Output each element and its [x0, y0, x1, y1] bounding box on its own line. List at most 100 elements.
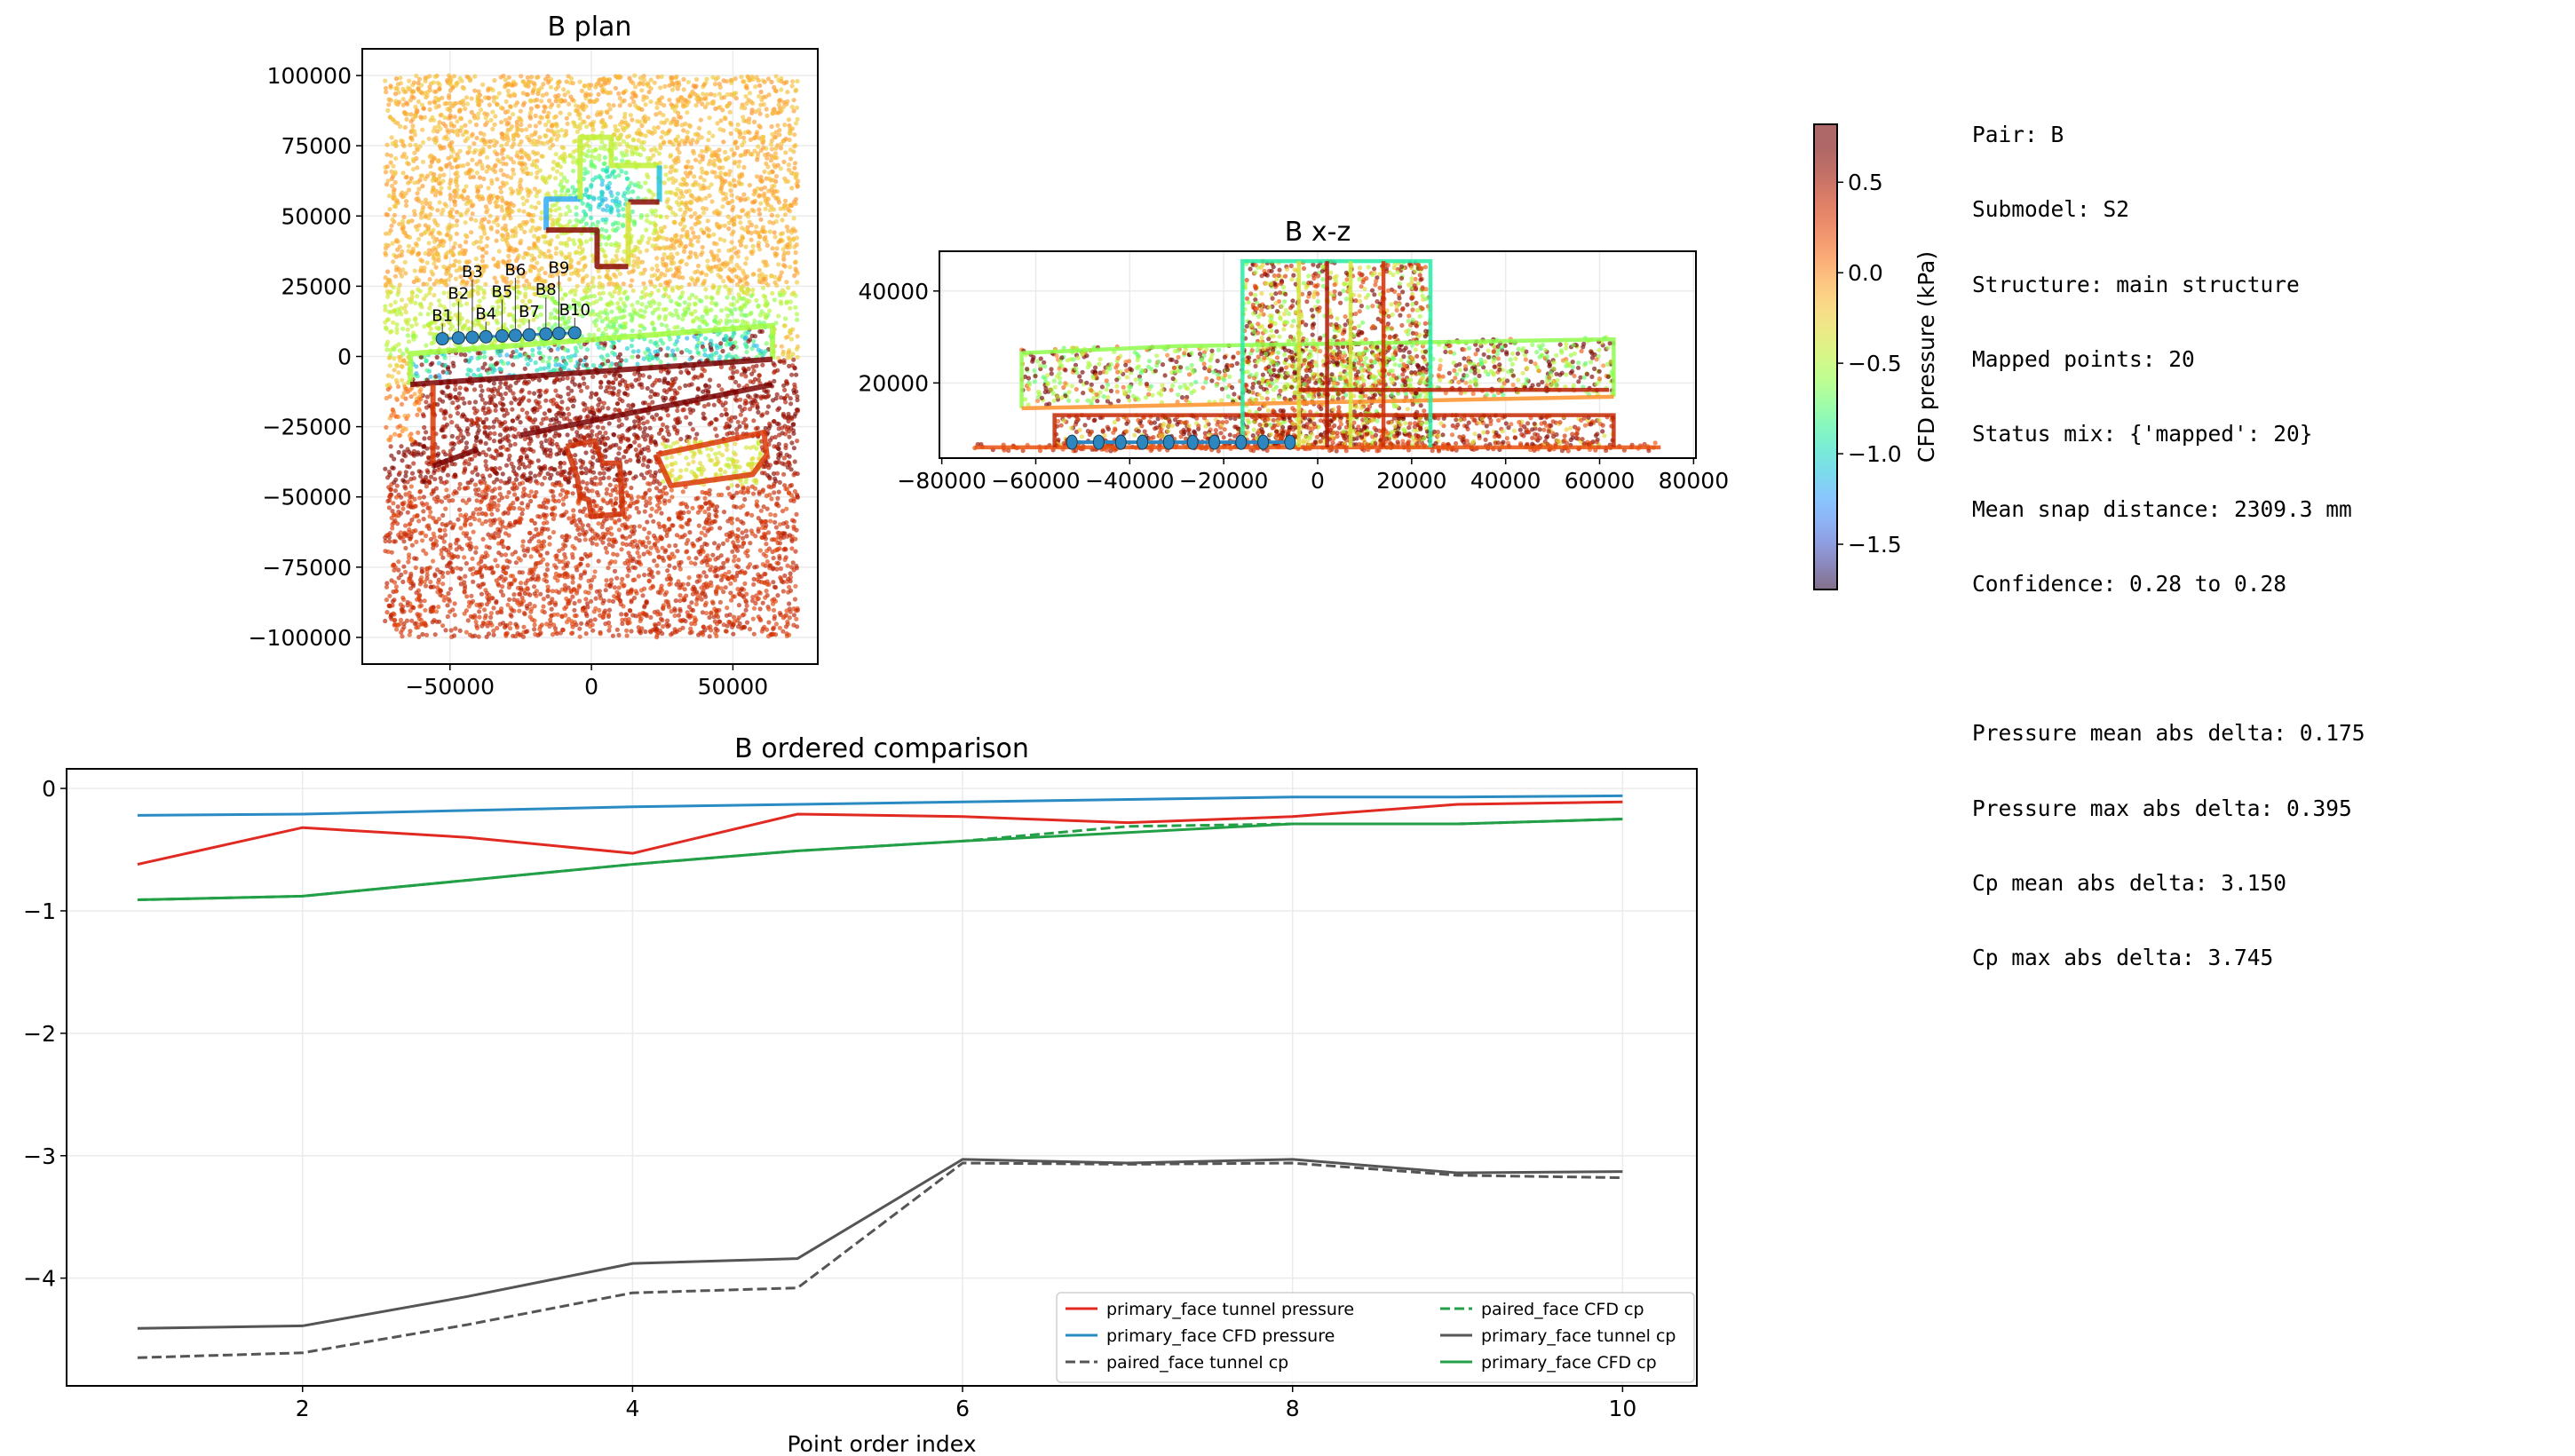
- plan-point: [533, 205, 538, 210]
- plan-point: [663, 264, 669, 269]
- plan-point: [530, 225, 535, 230]
- plan-point: [638, 323, 643, 328]
- plan-point: [527, 110, 534, 115]
- plan-point: [639, 88, 645, 93]
- plan-point: [527, 398, 532, 403]
- plan-point: [534, 526, 539, 532]
- plan-point: [637, 554, 642, 559]
- plan-point: [384, 597, 389, 603]
- plan-point: [699, 544, 705, 550]
- plan-point: [406, 339, 412, 344]
- plan-point: [759, 574, 765, 580]
- plan-point: [392, 431, 398, 437]
- plan-point: [735, 526, 741, 533]
- plan-point: [564, 178, 570, 184]
- plan-point: [513, 477, 519, 482]
- plan-point: [731, 370, 736, 376]
- plan-point: [632, 73, 638, 78]
- plan-point: [447, 498, 452, 503]
- plan-point: [720, 348, 725, 354]
- plan-point: [392, 179, 398, 186]
- plan-point: [535, 158, 540, 163]
- plan-point: [406, 559, 411, 565]
- plan-point: [760, 362, 765, 368]
- plan-point: [556, 83, 561, 90]
- plan-point: [574, 430, 580, 435]
- plan-point: [724, 79, 730, 84]
- plan-point: [574, 211, 579, 217]
- plan-point: [470, 556, 475, 561]
- plan-point: [655, 570, 661, 575]
- plan-point: [460, 412, 466, 417]
- plan-point: [616, 212, 622, 218]
- plan-point: [611, 551, 616, 557]
- plan-point: [603, 545, 608, 550]
- plan-point: [590, 374, 596, 379]
- plan-point: [495, 222, 501, 228]
- plan-point: [595, 219, 601, 225]
- plan-point: [488, 611, 495, 616]
- plan-point: [767, 229, 772, 234]
- plan-point: [696, 523, 701, 528]
- plan-point: [641, 551, 646, 557]
- plan-point: [538, 216, 543, 221]
- plan-point: [534, 175, 539, 180]
- plan-point: [767, 463, 773, 468]
- plan-point: [751, 582, 757, 588]
- plan-point: [737, 404, 742, 409]
- plan-point: [667, 543, 672, 549]
- plan-point: [479, 258, 486, 264]
- plan-point: [504, 558, 510, 564]
- plan-point: [598, 592, 603, 597]
- plan-point: [781, 159, 787, 164]
- plan-point: [554, 169, 560, 174]
- plan-point: [623, 535, 629, 541]
- plan-point: [661, 558, 667, 563]
- plan-point: [543, 398, 549, 403]
- plan-point: [400, 190, 405, 195]
- plan-point: [714, 241, 719, 247]
- plan-point: [617, 597, 622, 603]
- plan-point: [706, 138, 711, 143]
- plan-point: [462, 86, 467, 91]
- plan-point: [530, 352, 535, 358]
- plan-point: [675, 408, 680, 414]
- plan-point: [710, 101, 716, 107]
- plan-point: [535, 138, 541, 144]
- plan-point: [436, 98, 441, 103]
- plan-point: [757, 193, 763, 198]
- plan-point: [520, 543, 526, 549]
- plan-point: [386, 102, 392, 107]
- plan-point: [638, 249, 643, 255]
- plan-point: [522, 366, 527, 371]
- plan-point: [619, 612, 624, 617]
- plan-point: [667, 498, 672, 503]
- plan-point: [723, 407, 728, 412]
- plan-point: [750, 100, 756, 106]
- plan-point: [589, 184, 594, 189]
- plan-point: [717, 91, 723, 97]
- plan-point: [438, 592, 443, 597]
- plan-point: [479, 591, 485, 597]
- plan-point: [538, 591, 543, 597]
- plan-point: [532, 622, 537, 628]
- plan-point: [648, 147, 654, 153]
- plan-point: [487, 502, 493, 507]
- plan-point: [619, 547, 624, 552]
- plan-point: [392, 479, 397, 485]
- plan-point: [532, 186, 538, 192]
- plan-point: [495, 152, 500, 157]
- plan-point: [509, 324, 515, 329]
- plan-point: [717, 599, 724, 605]
- plan-point: [757, 450, 764, 455]
- plan-point: [721, 510, 727, 515]
- plan-x-tick-label: 50000: [698, 674, 769, 700]
- plan-point: [680, 290, 685, 296]
- plan-point: [462, 188, 467, 194]
- plan-point: [407, 78, 412, 83]
- plan-point: [751, 209, 757, 214]
- plan-point: [744, 620, 750, 625]
- plan-point: [566, 479, 572, 485]
- plan-point: [605, 165, 610, 170]
- plan-point: [782, 462, 788, 467]
